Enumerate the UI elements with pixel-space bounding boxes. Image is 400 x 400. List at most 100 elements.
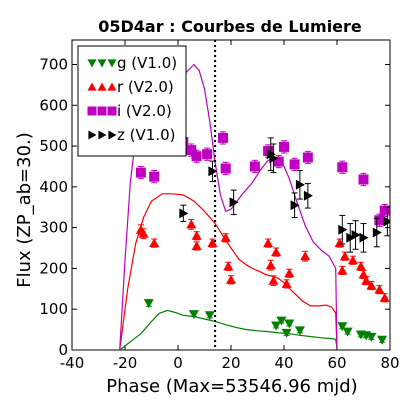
y-tick-label: 300	[39, 219, 68, 237]
x-axis-label: Phase (Max=53546.96 mjd)	[106, 376, 357, 397]
data-point-i	[218, 132, 229, 143]
x-tick-label: 60	[327, 354, 346, 372]
data-point-r	[300, 251, 311, 261]
data-point-g	[366, 332, 377, 342]
legend-marker-g	[97, 59, 107, 68]
legend-label-r: r (V2.0)	[117, 78, 174, 96]
data-point-g	[342, 327, 353, 337]
data-point-g	[204, 311, 215, 321]
data-point-r	[226, 274, 236, 284]
data-point-r	[374, 284, 385, 294]
data-point-i	[135, 167, 146, 178]
data-point-r	[366, 280, 377, 290]
data-point-i	[249, 161, 260, 172]
data-point-g	[284, 319, 295, 329]
data-point-g	[377, 335, 388, 345]
data-point-r	[355, 261, 366, 271]
data-point-r	[265, 260, 276, 270]
y-tick-label: 600	[39, 96, 68, 114]
data-point-i	[279, 141, 289, 152]
data-point-r	[220, 232, 231, 242]
model-curve-r	[119, 193, 338, 350]
data-point-g	[281, 328, 292, 338]
data-point-r	[138, 228, 149, 238]
data-point-r	[268, 275, 279, 285]
legend-marker-z	[108, 130, 117, 140]
data-point-r	[223, 261, 234, 271]
y-tick-label: 100	[39, 300, 68, 318]
data-point-i	[302, 152, 313, 163]
plot-content	[119, 40, 390, 350]
legend-marker-r	[107, 82, 117, 91]
data-point-r	[191, 230, 202, 240]
y-tick-label: 400	[39, 178, 68, 196]
legend-marker-i	[97, 106, 107, 116]
chart-title: 05D4ar : Courbes de Lumiere	[98, 17, 362, 36]
data-point-i	[202, 149, 213, 160]
data-point-g	[143, 299, 154, 309]
data-point-z	[269, 153, 279, 164]
data-point-i	[220, 163, 231, 174]
data-point-i	[149, 171, 160, 182]
legend-marker-g	[87, 59, 97, 68]
data-point-r	[271, 247, 282, 257]
data-point-z	[295, 179, 305, 190]
x-tick-label: -40	[60, 354, 85, 372]
plot-area: -40 -20 0 20 40 60 80 0 100 200 300 400 500 600 700 g (…	[39, 39, 400, 372]
data-point-g	[294, 326, 305, 336]
data-point-r	[337, 265, 348, 275]
data-point-i	[379, 205, 390, 216]
legend-marker-z	[98, 130, 107, 140]
data-point-r	[149, 238, 160, 248]
y-axis-label: Flux (ZP_ab=30.)	[14, 132, 35, 288]
legend-frame	[77, 45, 187, 157]
legend-label-g: g (V1.0)	[117, 54, 177, 72]
legend: g (V1.0) r (V2.0) i (V2.0) z (V1.0)	[77, 45, 187, 157]
data-point-z	[372, 227, 382, 238]
legend-marker-i	[107, 106, 117, 116]
x-tick-label: 20	[221, 354, 240, 372]
data-point-g	[337, 322, 348, 332]
legend-marker-r	[97, 82, 107, 91]
data-point-i	[374, 215, 385, 226]
legend-label-i: i (V2.0)	[117, 102, 172, 120]
y-tick-label: 0	[58, 341, 68, 359]
data-point-i	[273, 156, 284, 167]
data-point-i	[289, 159, 300, 170]
legend-marker-g	[107, 59, 117, 68]
data-point-g	[188, 310, 199, 320]
data-point-r	[284, 268, 295, 278]
data-point-z	[346, 232, 356, 243]
data-point-r	[191, 241, 202, 250]
legend-marker-z	[88, 130, 97, 140]
data-point-z	[229, 197, 239, 208]
legend-marker-r	[87, 82, 97, 91]
data-point-z	[383, 216, 390, 227]
legend-label-z: z (V1.0)	[117, 126, 175, 144]
y-tick-label: 200	[39, 259, 68, 277]
x-tick-label: 0	[173, 354, 183, 372]
data-point-z	[359, 232, 369, 243]
y-tick-label: 500	[39, 137, 68, 155]
data-point-g	[276, 316, 287, 326]
data-point-r	[186, 219, 197, 229]
data-point-r	[207, 238, 218, 248]
x-tick-label: -20	[113, 354, 138, 372]
legend-marker-i	[87, 106, 97, 116]
x-tick-label: 80	[380, 354, 399, 372]
data-point-i	[358, 174, 369, 185]
data-point-i	[337, 162, 348, 173]
data-point-r	[379, 292, 390, 302]
data-point-z	[290, 200, 300, 211]
data-point-z	[351, 230, 361, 240]
data-point-z	[338, 224, 348, 235]
data-point-z	[266, 149, 276, 160]
data-point-r	[347, 255, 358, 265]
data-point-z	[208, 166, 218, 177]
data-point-r	[361, 275, 372, 285]
data-point-g	[271, 321, 282, 331]
data-point-r	[334, 238, 345, 248]
data-point-r	[263, 238, 274, 248]
data-point-z	[179, 208, 189, 219]
